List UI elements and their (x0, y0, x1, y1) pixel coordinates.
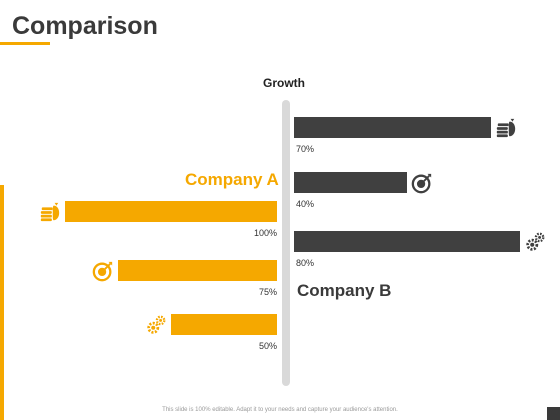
company-a-bar-2 (118, 260, 277, 281)
company-b-bar-3 (294, 231, 520, 252)
chart-title: Growth (263, 76, 305, 90)
company-a-value-1: 100% (253, 228, 277, 238)
target-icon (411, 172, 433, 194)
company-b-value-1: 70% (296, 144, 315, 154)
money-coins-icon (39, 201, 61, 223)
gears-icon (145, 314, 167, 336)
company-a-value-3: 50% (258, 341, 277, 351)
company-a-bar-3 (171, 314, 277, 335)
company-a-value-2: 75% (258, 287, 277, 297)
company-b-bar-1 (294, 117, 492, 138)
left-accent-bar (0, 185, 4, 420)
footer-note: This slide is 100% editable. Adapt it to… (162, 407, 398, 413)
company-a-bar-1 (65, 201, 277, 222)
company-a-label: Company A (185, 170, 279, 189)
money-coins-icon (495, 117, 517, 139)
company-b-value-3: 80% (296, 258, 315, 268)
title-underline (0, 42, 50, 45)
company-b-label: Company B (297, 281, 392, 300)
target-icon (92, 260, 114, 282)
company-b-bar-2 (294, 172, 407, 193)
center-divider (282, 100, 290, 386)
corner-square (547, 407, 560, 420)
page-title: Comparison (12, 12, 158, 40)
gears-icon (524, 231, 546, 253)
company-b-value-2: 40% (296, 199, 315, 209)
